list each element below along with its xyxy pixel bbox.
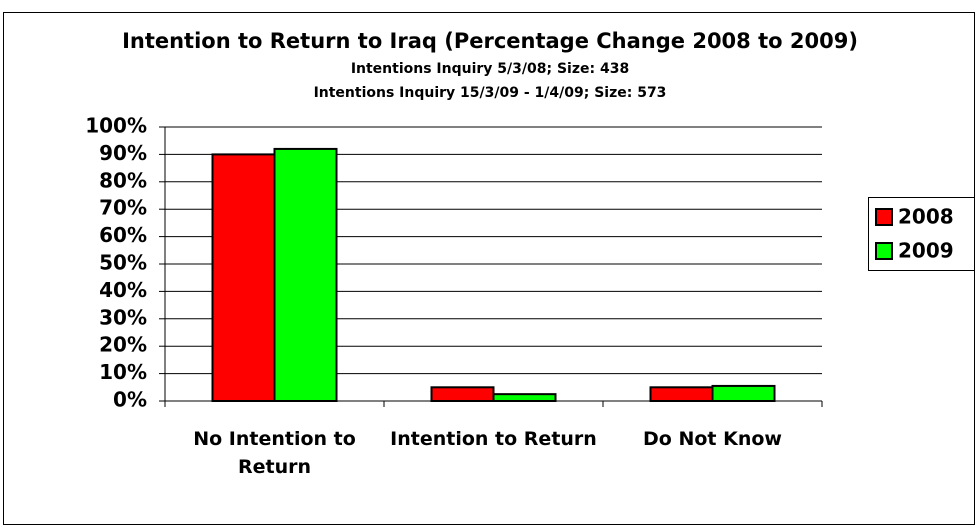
legend-swatch [875,242,893,260]
y-tick-label: 40% [99,278,147,302]
legend-label: 2009 [898,239,954,263]
legend-label: 2008 [898,205,954,229]
legend-swatch [875,208,893,226]
chart-subtitle: Intentions Inquiry 15/3/09 - 1/4/09; Siz… [314,85,667,101]
bar [649,386,714,402]
y-tick-label: 100% [85,114,147,138]
y-tick-label: 20% [99,333,147,357]
y-tick-label: 0% [113,388,147,412]
y-tick-label: 90% [99,141,147,165]
x-tick-label: No Intention to Return [193,428,356,478]
bar [273,147,338,402]
y-tick-label: 70% [99,196,147,220]
bar [711,384,776,402]
bar [430,386,495,402]
bar [492,393,557,402]
x-tick-label: Intention to Return [390,428,597,450]
y-tick-label: 10% [99,360,147,384]
bar [211,153,276,402]
chart-subtitle: Intentions Inquiry 5/3/08; Size: 438 [351,61,629,77]
chart-title: Intention to Return to Iraq (Percentage … [122,29,858,53]
y-tick-label: 30% [99,305,147,329]
x-tick-label: Do Not Know [643,428,782,450]
y-tick-label: 60% [99,223,147,247]
y-tick-label: 80% [99,168,147,192]
y-tick-label: 50% [99,251,147,275]
